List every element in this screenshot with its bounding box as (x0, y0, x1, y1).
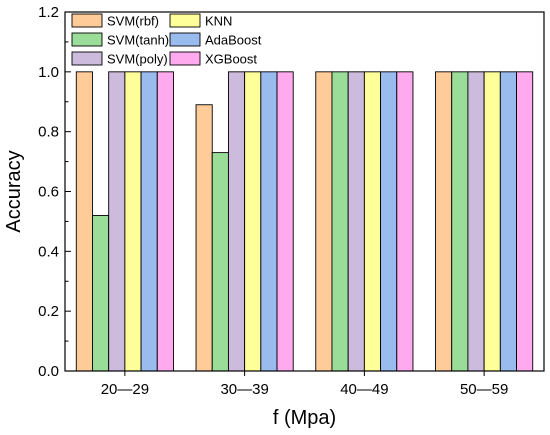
bar-svm-rbf-3 (315, 71, 333, 372)
legend-label: KNN (205, 14, 232, 29)
legend-label: SVM(rbf) (107, 14, 159, 29)
y-tick-label: 0.8 (38, 124, 59, 141)
y-tick-label: 1.0 (38, 64, 59, 81)
bar-svm-tanh-2 (211, 152, 229, 372)
bar-xgboost-2 (276, 71, 294, 372)
bar-knn-4 (483, 71, 501, 372)
legend-swatch (169, 32, 201, 47)
bar-svm-tanh-3 (331, 71, 349, 372)
legend-label: AdaBoost (205, 33, 262, 48)
bars-layer (75, 71, 534, 372)
y-tick-label: 0.2 (38, 303, 59, 320)
bar-adaboost-3 (380, 71, 398, 372)
legend-label: XGBoost (205, 52, 257, 67)
bar-knn-3 (363, 71, 382, 372)
x-axis-title: f (Mpa) (273, 407, 336, 429)
y-axis: 0.0 0.2 0.4 0.6 0.8 1.0 1.2 (38, 4, 71, 380)
bar-adaboost-2 (260, 71, 278, 372)
y-axis-title: Accuracy (3, 150, 25, 232)
y-tick-label: 0.4 (38, 243, 59, 260)
bar-svm-tanh-1 (92, 214, 110, 372)
bar-knn-1 (124, 71, 142, 372)
legend: SVM(rbf) SVM(tanh) SVM(poly) KNN AdaBoost XGB… (71, 13, 262, 67)
x-tick-label: 50—59 (460, 381, 508, 398)
legend-swatch (169, 51, 201, 66)
x-axis: 20—29 30—39 40—49 50—59 (101, 371, 508, 398)
bar-svm-poly-4 (467, 71, 485, 372)
bar-knn-2 (244, 71, 262, 372)
y-tick-label: 0.6 (38, 184, 59, 201)
bar-svm-tanh-4 (451, 71, 469, 372)
bar-svm-rbf-4 (435, 71, 453, 372)
legend-label: SVM(tanh) (107, 33, 169, 48)
x-tick-label: 20—29 (101, 381, 149, 398)
bar-xgboost-3 (396, 71, 414, 372)
bar-svm-poly-3 (347, 71, 365, 372)
x-tick-label: 40—49 (340, 381, 388, 398)
bar-xgboost-1 (156, 71, 174, 372)
legend-swatch (169, 13, 201, 28)
legend-swatch (71, 13, 103, 28)
legend-swatch (71, 32, 103, 47)
bar-adaboost-4 (499, 71, 517, 372)
bar-adaboost-1 (140, 71, 158, 372)
bar-svm-rbf-1 (75, 71, 93, 372)
legend-label: SVM(poly) (107, 52, 168, 67)
x-tick-label: 30—39 (220, 381, 268, 398)
legend-swatch (71, 51, 103, 66)
bar-svm-rbf-2 (195, 104, 213, 372)
bar-svm-poly-1 (108, 71, 126, 372)
y-tick-label: 1.2 (38, 4, 59, 21)
bar-svm-poly-2 (227, 71, 246, 372)
bar-xgboost-4 (516, 71, 534, 372)
y-tick-label: 0.0 (38, 363, 59, 380)
